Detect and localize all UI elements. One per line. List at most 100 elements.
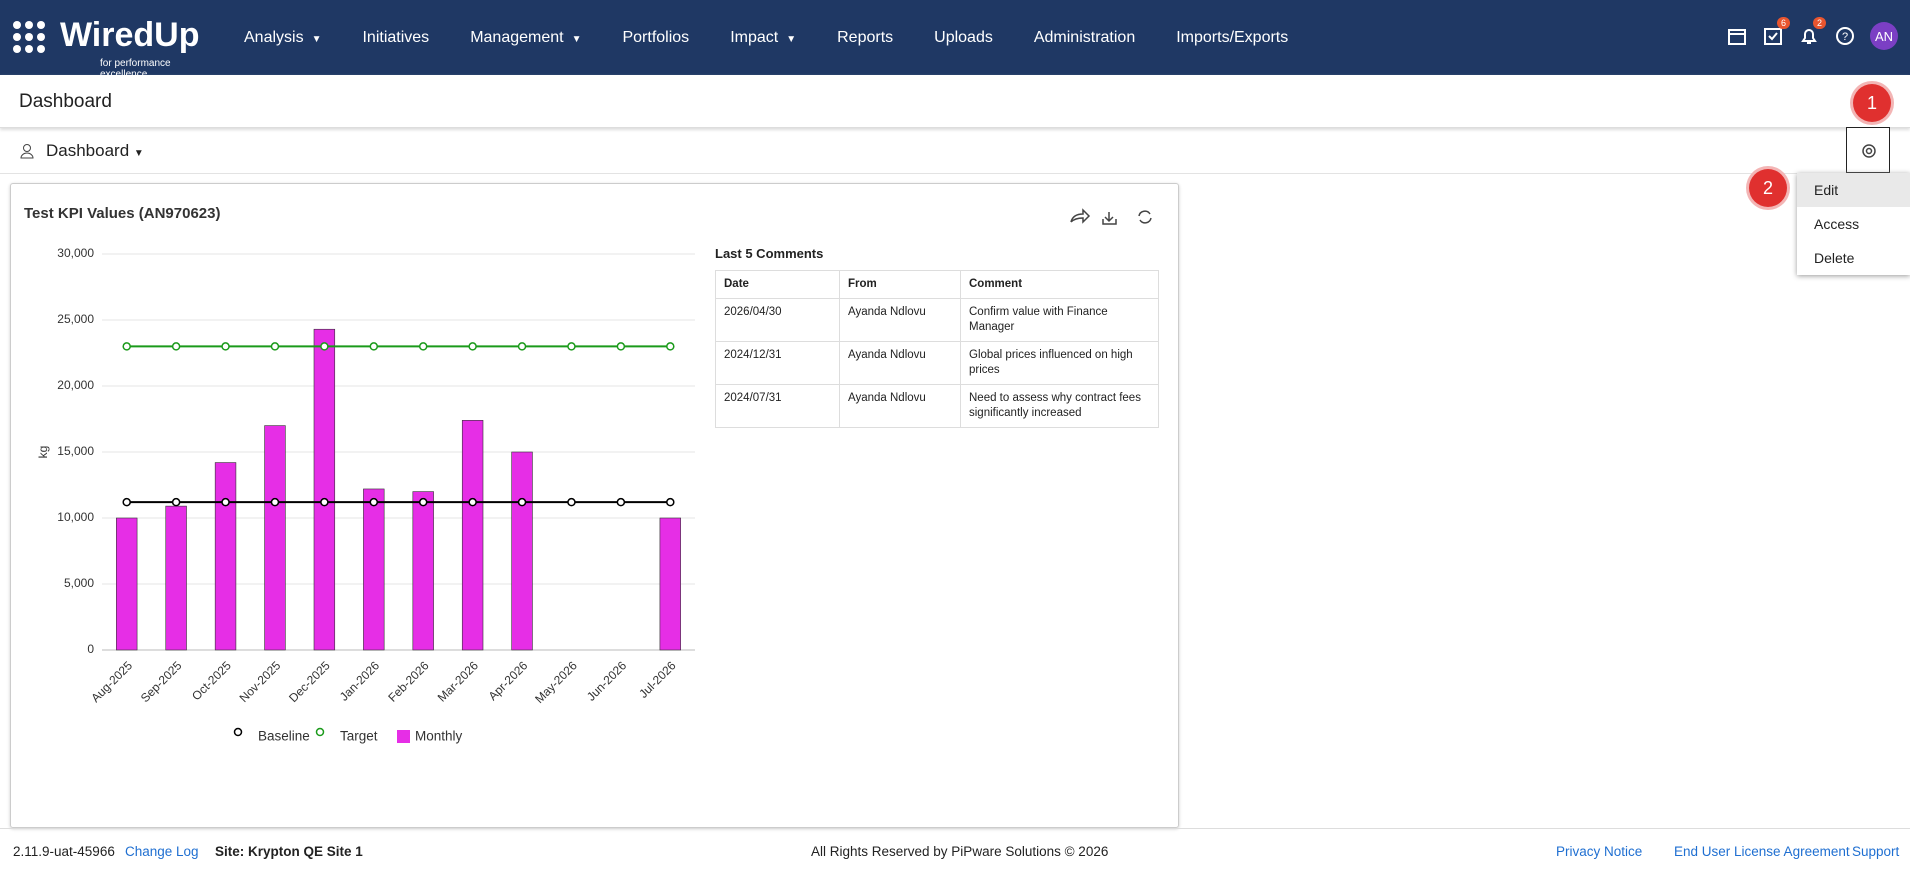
nav-item[interactable]: Initiatives bbox=[362, 28, 430, 46]
logo-text: WiredUp bbox=[60, 15, 200, 54]
point bbox=[320, 497, 329, 507]
menu-item[interactable]: Edit bbox=[1797, 173, 1910, 207]
dashboard-name: Dashboard bbox=[46, 141, 130, 160]
nav-item[interactable]: Management bbox=[470, 28, 564, 46]
page-header: Dashboard bbox=[0, 75, 1910, 128]
menu-item[interactable]: Delete bbox=[1814, 250, 1855, 266]
cell: 2026/04/30 bbox=[715, 298, 840, 342]
calendar-icon[interactable] bbox=[1726, 25, 1748, 47]
nav-item[interactable]: Portfolios bbox=[622, 28, 690, 46]
nav-item[interactable]: Uploads bbox=[934, 28, 993, 46]
bar bbox=[116, 517, 138, 651]
point bbox=[171, 497, 181, 507]
menu-item[interactable]: Access bbox=[1814, 216, 1860, 232]
y-tick-label: 15,000 bbox=[57, 444, 94, 458]
user-icon bbox=[20, 144, 34, 159]
chart-title: Test KPI Values (AN970623) bbox=[24, 205, 220, 222]
cell: 2024/07/31 bbox=[715, 384, 840, 428]
tagline: for performance excellence bbox=[100, 57, 171, 80]
download-icon[interactable] bbox=[1102, 212, 1117, 225]
nav-item[interactable]: Imports/Exports bbox=[1176, 28, 1289, 46]
share-icon[interactable] bbox=[1070, 208, 1091, 224]
bar bbox=[313, 328, 336, 651]
legend-item: Baseline bbox=[233, 727, 310, 744]
footer-link[interactable]: End User License Agreement bbox=[1674, 844, 1850, 859]
x-tick-label: Jan-2026 bbox=[337, 658, 383, 704]
x-tick-label: Aug-2025 bbox=[88, 658, 135, 705]
bell-icon[interactable]: 2 bbox=[1798, 17, 1826, 47]
legend-swatch bbox=[233, 727, 243, 737]
legend-item: Target bbox=[315, 727, 378, 744]
point bbox=[468, 497, 477, 507]
y-tick-label: 30,000 bbox=[57, 246, 94, 260]
footer: 2.11.9-uat-45966 Change Log Site: Krypto… bbox=[0, 828, 1910, 873]
legend-label: Monthly bbox=[415, 729, 463, 744]
logo[interactable]: WiredUp for performance excellence bbox=[12, 6, 212, 80]
annotation: 2 bbox=[1749, 169, 1787, 207]
comments-table: Date From Comment 2026/04/30 Ayanda Ndlovu Co… bbox=[715, 270, 1159, 428]
x-tick-label: Feb-2026 bbox=[385, 658, 431, 704]
point bbox=[418, 497, 428, 507]
x-tick-label: Jun-2026 bbox=[584, 658, 630, 704]
y-tick-label: 25,000 bbox=[57, 312, 94, 326]
widget-tools bbox=[1070, 208, 1152, 225]
point bbox=[122, 497, 131, 507]
legend-item: Monthly bbox=[397, 729, 463, 744]
footer-link[interactable]: Privacy Notice bbox=[1556, 844, 1643, 859]
badge: 2 bbox=[1812, 17, 1826, 29]
comment-row: 2024/07/31 Ayanda Ndlovu Need to assess wh… bbox=[715, 384, 1159, 428]
x-tick-label: Mar-2026 bbox=[435, 658, 481, 704]
bar bbox=[214, 462, 237, 651]
bar bbox=[412, 491, 434, 651]
point bbox=[616, 342, 626, 351]
nav-item[interactable]: Reports bbox=[837, 28, 894, 46]
cell: Confirm value with Finance Manager bbox=[960, 298, 1159, 342]
legend-label: Target bbox=[340, 729, 378, 744]
point bbox=[517, 497, 527, 507]
comment-row: 2026/04/30 Ayanda Ndlovu Confirm value wit… bbox=[715, 298, 1159, 342]
bar bbox=[264, 425, 286, 651]
x-tick-label: Apr-2026 bbox=[486, 658, 531, 703]
change-log-link[interactable]: Change Log bbox=[125, 844, 199, 859]
point bbox=[270, 342, 280, 351]
cell: Ayanda Ndlovu bbox=[839, 341, 961, 385]
refresh-icon[interactable] bbox=[1138, 210, 1152, 224]
footer-link[interactable]: Support bbox=[1852, 844, 1900, 859]
bar bbox=[659, 517, 681, 651]
widget: Test KPI Values (AN970623) kg 0 5,000 10,0… bbox=[10, 183, 1179, 828]
comment-row: 2024/12/31 Ayanda Ndlovu Global prices inf… bbox=[715, 341, 1159, 385]
x-tick-label: Nov-2025 bbox=[237, 658, 284, 705]
bar bbox=[165, 505, 187, 651]
help-icon[interactable]: ? bbox=[1834, 25, 1856, 47]
point bbox=[567, 342, 576, 351]
cell: 2024/12/31 bbox=[715, 341, 840, 385]
point bbox=[122, 342, 131, 351]
page-title: Dashboard bbox=[19, 91, 112, 112]
point bbox=[369, 497, 379, 507]
point bbox=[369, 342, 379, 351]
annotation: 1 bbox=[1853, 84, 1891, 122]
bar bbox=[363, 488, 385, 651]
x-tick-label: Jul-2026 bbox=[636, 658, 679, 701]
bar bbox=[461, 420, 484, 651]
chart: Test KPI Values (AN970623) kg 0 5,000 10,0… bbox=[24, 205, 1152, 744]
legend-swatch bbox=[315, 727, 325, 737]
dropdown-menu: Edit Access Delete bbox=[1797, 173, 1910, 275]
nav-item[interactable]: Analysis bbox=[244, 28, 304, 46]
toolbar: Dashboard ▼ bbox=[0, 128, 1910, 174]
comments-title: Last 5 Comments bbox=[715, 246, 824, 261]
svg-text:?: ? bbox=[1842, 31, 1848, 43]
tasks-icon[interactable]: 6 bbox=[1762, 17, 1790, 47]
badge: 6 bbox=[1776, 17, 1790, 29]
point bbox=[616, 497, 626, 507]
y-tick-label: 0 bbox=[87, 642, 94, 656]
settings-button[interactable] bbox=[1846, 127, 1890, 173]
avatar[interactable]: AN bbox=[1870, 22, 1898, 50]
dashboard-selector[interactable]: Dashboard ▼ bbox=[46, 141, 144, 160]
nav-item[interactable]: Administration bbox=[1033, 28, 1136, 46]
point bbox=[517, 342, 527, 351]
copyright: All Rights Reserved by PiPware Solutions… bbox=[811, 844, 1109, 859]
logo-dots bbox=[13, 20, 45, 53]
cell: Need to assess why contract fees signifi… bbox=[960, 384, 1159, 428]
nav-item[interactable]: Impact bbox=[730, 28, 779, 46]
